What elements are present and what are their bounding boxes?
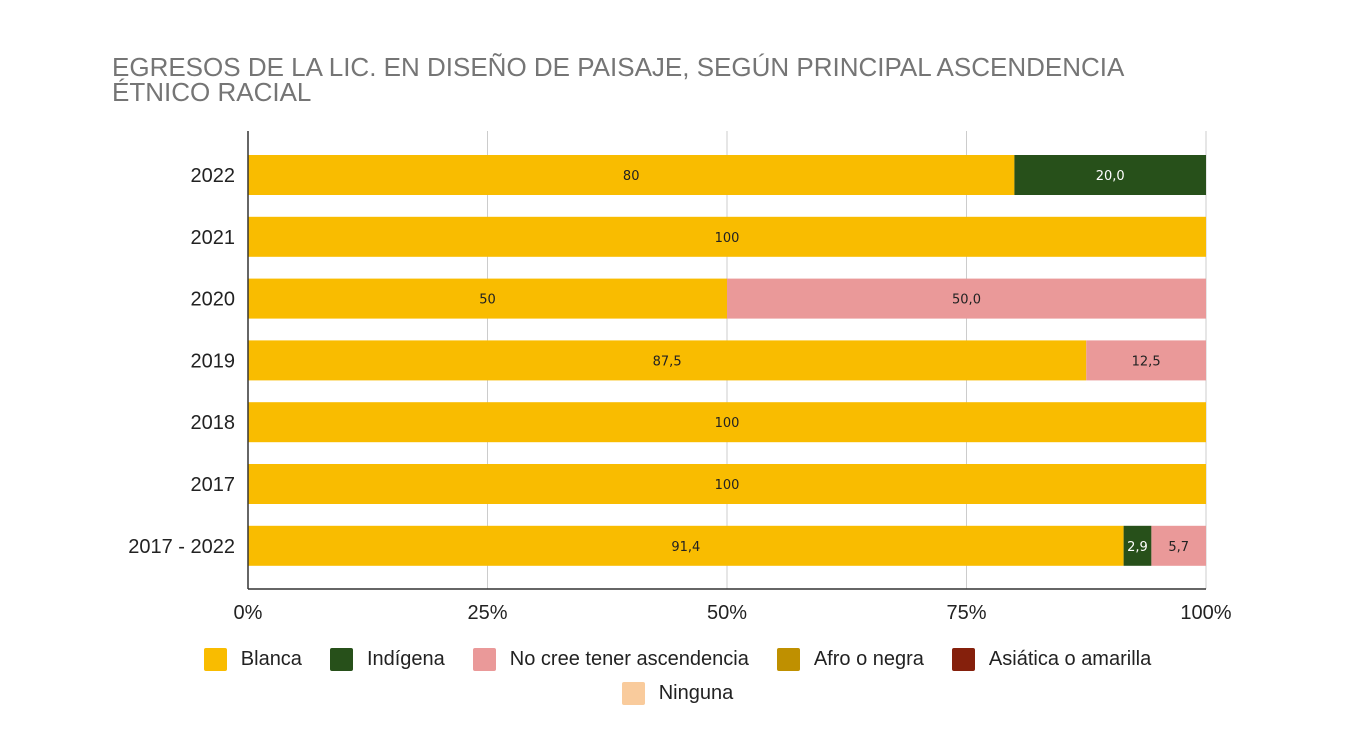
data-label: 100: [715, 231, 740, 246]
legend-label: Afro o negra: [813, 647, 924, 670]
legend-item[interactable]: No cree tener ascendencia: [472, 646, 749, 672]
data-label: 50,0: [952, 293, 981, 308]
y-tick-label: 2017: [191, 474, 236, 496]
chart-title-line-2: ÉTNICO RACIAL: [112, 77, 312, 107]
data-label: 5,7: [1168, 540, 1189, 555]
legend-label: Ninguna: [658, 681, 734, 704]
legend-swatch: [472, 647, 496, 671]
bar-2019-0: [248, 340, 1087, 381]
legend-label: Blanca: [240, 647, 302, 670]
bar-2017-2022-2: [1151, 525, 1206, 566]
legend-swatch: [951, 647, 975, 671]
y-tick-label: 2018: [191, 412, 236, 434]
data-label: 100: [715, 416, 740, 431]
bar-2017-2022-1: [1123, 525, 1152, 566]
x-tick-label: 25%: [467, 602, 507, 624]
data-label: 100: [715, 478, 740, 493]
x-tick-label: 100%: [1180, 602, 1231, 624]
data-label: 91,4: [671, 540, 700, 555]
legend-item[interactable]: Ninguna: [621, 680, 734, 706]
y-tick-label: 2022: [191, 165, 236, 187]
bar-2017-2022-0: [248, 525, 1124, 566]
bar-2022-1: [1014, 155, 1206, 195]
legend-swatch: [621, 681, 645, 705]
y-tick-label: 2019: [191, 350, 236, 372]
legend: Blanca Indígena No cree tener ascendencia A…: [0, 646, 1355, 706]
data-label: 12,5: [1132, 354, 1161, 369]
legend-label: Indígena: [366, 647, 445, 670]
chart-title: EGRESOS DE LA LIC. EN DISEÑO DE PAISAJE,…: [112, 52, 1262, 107]
y-tick-label: 2017 - 2022: [128, 536, 235, 558]
y-tick-label: 2021: [191, 227, 236, 249]
legend-item[interactable]: Blanca: [203, 646, 302, 672]
bar-2019-2: [1086, 340, 1206, 381]
legend-swatch: [203, 647, 227, 671]
y-tick-label: 2020: [191, 289, 236, 311]
legend-item[interactable]: Asiática o amarilla: [951, 646, 1152, 672]
data-label: 80: [623, 169, 640, 184]
bar-2018-0: [248, 402, 1206, 443]
bar-2017-0: [248, 464, 1206, 504]
legend-row: Ninguna: [0, 680, 1355, 706]
legend-swatch: [776, 647, 800, 671]
data-label: 20,0: [1096, 169, 1125, 184]
x-tick-label: 0%: [234, 602, 263, 624]
legend-item[interactable]: Indígena: [329, 646, 445, 672]
bar-2022-0: [248, 155, 1015, 195]
legend-item[interactable]: Afro o negra: [776, 646, 924, 672]
data-label: 50: [479, 293, 496, 308]
data-label: 2,9: [1127, 540, 1148, 555]
x-tick-label: 75%: [946, 602, 986, 624]
bar-2021-0: [248, 216, 1206, 257]
legend-swatch: [329, 647, 353, 671]
legend-label: Asiática o amarilla: [988, 647, 1152, 670]
chart-title-line-1: EGRESOS DE LA LIC. EN DISEÑO DE PAISAJE,…: [112, 52, 1125, 82]
data-label: 87,5: [653, 354, 682, 369]
bar-2020-2: [727, 278, 1206, 319]
legend-row: Blanca Indígena No cree tener ascendencia A…: [0, 646, 1355, 672]
legend-label: No cree tener ascendencia: [509, 647, 749, 670]
bar-2020-0: [248, 278, 727, 319]
x-tick-label: 50%: [707, 602, 747, 624]
